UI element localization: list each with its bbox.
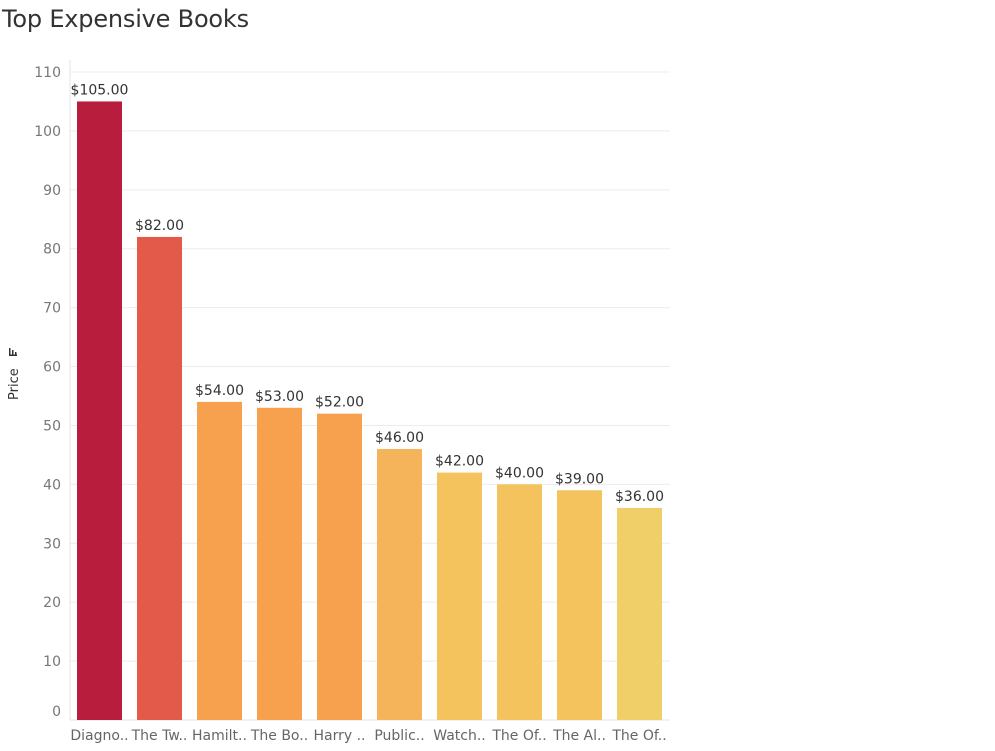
- chart-title: Top Expensive Books: [2, 5, 249, 33]
- bar[interactable]: [137, 236, 182, 721]
- x-tick-label[interactable]: The Of..: [611, 728, 666, 744]
- data-label: $54.00: [195, 383, 244, 399]
- x-tick-label[interactable]: Diagno..: [70, 728, 128, 744]
- x-tick-label[interactable]: Public..: [374, 728, 424, 744]
- bar[interactable]: [317, 413, 362, 720]
- x-tick-label[interactable]: Harry ..: [313, 728, 365, 744]
- data-label: $52.00: [315, 395, 364, 411]
- bar[interactable]: [257, 407, 302, 720]
- data-label: $82.00: [135, 218, 184, 234]
- data-label: $40.00: [495, 465, 544, 481]
- x-tick-label[interactable]: Watch..: [433, 728, 486, 744]
- data-labels: $105.00 $82.00 $54.00 $53.00 $52.00 $46.00 $42…: [71, 82, 664, 504]
- data-label: $105.00: [71, 82, 129, 98]
- bar[interactable]: [437, 472, 482, 720]
- data-label: $42.00: [435, 454, 484, 470]
- x-tick-label[interactable]: The Al..: [552, 728, 606, 744]
- bar[interactable]: [377, 449, 422, 720]
- y-tick-label: 90: [43, 183, 61, 199]
- x-axis: Diagno.. The Tw.. Hamilt.. The Bo.. Harry ..…: [70, 728, 666, 744]
- y-tick-label: 10: [43, 654, 61, 670]
- y-tick-label: 100: [34, 124, 61, 140]
- y-tick-label: 40: [43, 477, 61, 493]
- bar[interactable]: [557, 490, 602, 720]
- y-axis-title-text: Price: [7, 368, 22, 400]
- y-tick-label: 60: [43, 360, 61, 376]
- x-tick-label[interactable]: The Bo..: [250, 728, 308, 744]
- y-tick-label: 110: [34, 65, 61, 81]
- x-tick-label[interactable]: The Of..: [491, 728, 546, 744]
- y-tick-label: 50: [43, 418, 61, 434]
- bar[interactable]: [77, 101, 122, 721]
- x-tick-label[interactable]: The Tw..: [131, 728, 188, 744]
- y-tick-label: 20: [43, 595, 61, 611]
- y-tick-label: 0: [52, 704, 61, 720]
- y-axis: 0 10 20 30 40 50 60 70 80 90 100 110: [34, 65, 61, 720]
- data-label: $36.00: [615, 489, 664, 505]
- bars: [77, 101, 662, 721]
- sort-descending-icon[interactable]: [9, 348, 17, 356]
- data-label: $39.00: [555, 471, 604, 487]
- data-label: $53.00: [255, 389, 304, 405]
- bar[interactable]: [197, 401, 242, 720]
- x-tick-label[interactable]: Hamilt..: [192, 728, 247, 744]
- bar[interactable]: [617, 507, 662, 720]
- bar[interactable]: [497, 484, 542, 720]
- y-tick-label: 30: [43, 536, 61, 552]
- data-label: $46.00: [375, 430, 424, 446]
- y-axis-title[interactable]: Price: [7, 348, 22, 400]
- y-tick-label: 70: [43, 301, 61, 317]
- y-tick-label: 80: [43, 242, 61, 258]
